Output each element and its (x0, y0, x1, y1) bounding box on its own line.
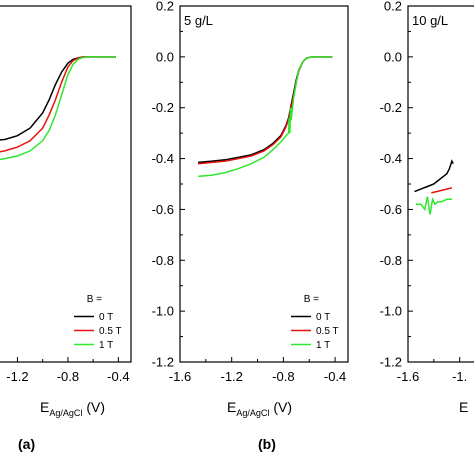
series-line-1t (0, 56, 116, 161)
y-tick-label: 0.2 (156, 0, 174, 14)
y-tick-label: -0.2 (152, 100, 174, 115)
y-tick-label: -0.8 (380, 253, 402, 268)
y-tick-label: -0.6 (152, 202, 174, 217)
panel-letter: (b) (258, 436, 276, 452)
legend-label: 0 T (99, 312, 113, 323)
y-tick-label: 0.2 (384, 0, 402, 14)
legend-label: 0.5 T (316, 326, 339, 337)
chart-panel-2: 0.20.0-0.2-0.4-0.6-0.8-1.0-1.2-1.6 -1.2 -0… (152, 0, 349, 452)
x-tick-label: -0.8 (272, 369, 294, 384)
panel-letter: (a) (18, 436, 35, 452)
y-tick-label: -0.6 (380, 202, 402, 217)
x-tick-label: -0.4 (107, 369, 129, 384)
chart-panel-1: -1.6-1.2-0.8-0.4B =0 T0.5 T1 TEAg/AgCl(V… (0, 5, 132, 452)
x-tick-label: -0.8 (57, 369, 79, 384)
legend-label: 0 T (316, 312, 330, 323)
x-tick-label: -1.6 (169, 369, 191, 384)
y-tick-label: 0.0 (384, 49, 402, 64)
legend-label: 1 T (99, 340, 113, 351)
legend-title: B = (304, 294, 319, 305)
y-tick-label: -0.2 (380, 100, 402, 115)
x-tick-label: -1. (452, 369, 467, 384)
series-line-0.5t (431, 187, 453, 194)
legend-title: B = (87, 294, 102, 305)
y-tick-label: -0.4 (152, 151, 174, 166)
y-tick-label: -1.2 (380, 355, 402, 370)
plot-frame (0, 5, 132, 363)
x-tick-label: -1.2 (220, 369, 242, 384)
x-tick-label: -1.6 (397, 369, 419, 384)
legend-label: 1 T (316, 340, 330, 351)
x-tick-label: -1.2 (6, 369, 28, 384)
y-tick-label: 0.0 (156, 49, 174, 64)
x-axis-title: E (459, 399, 468, 415)
y-tick-label: -1.2 (152, 355, 174, 370)
y-tick-label: -0.8 (152, 253, 174, 268)
chart-panel-3: 0.2 0.0 -0.2 -0.4 -0.6 -0.8 -1.0 -1.2-1.6 -1. 10 … (380, 0, 474, 415)
concentration-label: 5 g/L (184, 13, 213, 28)
series-line-1t (415, 196, 452, 215)
x-tick-label: -0.4 (324, 369, 346, 384)
legend-label: 0.5 T (99, 326, 122, 337)
y-tick-label: -0.4 (380, 151, 402, 166)
concentration-label: 10 g/L (412, 13, 448, 28)
series-line-1t (198, 56, 333, 178)
y-tick-label: -1.0 (152, 304, 174, 319)
y-tick-label: -1.0 (380, 304, 402, 319)
series-line-0t (414, 159, 454, 193)
